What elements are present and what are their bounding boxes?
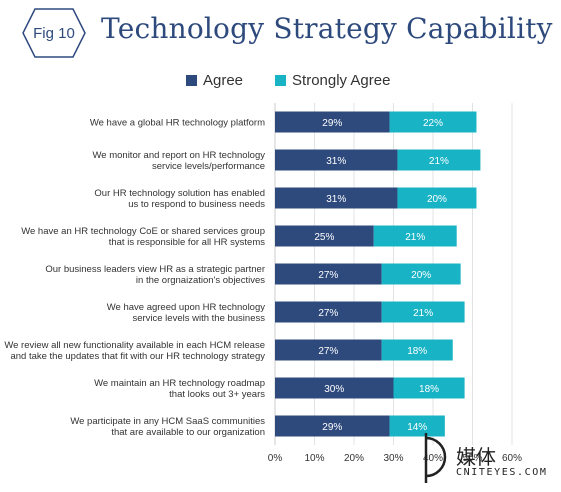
- category-label: Our HR technology solution has enabled us…: [94, 188, 265, 210]
- watermark-text: 媒体: [456, 445, 496, 469]
- data-label: 18%: [407, 346, 427, 357]
- x-tick-label: 50%: [462, 453, 482, 464]
- chart-legend: Agree Strongly Agree: [186, 72, 422, 89]
- data-label: 27%: [318, 346, 338, 357]
- legend-label-strongly-agree: Strongly Agree: [292, 72, 391, 89]
- x-tick-label: 30%: [383, 453, 403, 464]
- bar-agree: [275, 263, 382, 285]
- legend-swatch-strongly-agree: [275, 75, 287, 86]
- data-label: 27%: [318, 270, 338, 281]
- x-tick-label: 10%: [304, 453, 324, 464]
- figure-badge-label: Fig 10: [33, 25, 75, 42]
- watermark-subtext: CNITEYES.COM: [456, 467, 548, 478]
- chart-title: Technology Strategy Capability: [101, 12, 553, 45]
- bar-agree: [275, 225, 374, 247]
- legend-label-agree: Agree: [203, 72, 244, 89]
- data-label: 14%: [407, 422, 427, 433]
- bar-strongly-agree: [381, 301, 465, 323]
- data-label: 29%: [322, 118, 342, 129]
- x-tick-label: 0%: [268, 453, 283, 464]
- bar-strongly-agree: [373, 225, 457, 247]
- data-label: 21%: [405, 232, 425, 243]
- data-label: 31%: [326, 156, 346, 167]
- figure-badge: Fig 10: [22, 8, 86, 63]
- category-label: We have an HR technology CoE or shared s…: [21, 226, 265, 248]
- legend-swatch-agree: [186, 75, 197, 86]
- data-label: 29%: [322, 422, 342, 433]
- bar-agree: [275, 415, 390, 437]
- watermark: 媒体 CNITEYES.COM: [412, 430, 552, 485]
- bar-agree: [275, 301, 382, 323]
- bar-strongly-agree: [389, 111, 477, 133]
- watermark-logo-icon: [424, 433, 447, 483]
- bar-strongly-agree: [389, 415, 445, 437]
- bar-agree: [275, 149, 398, 171]
- category-label: We monitor and report on HR technology se…: [93, 150, 266, 172]
- legend-item-agree: Agree: [186, 72, 243, 89]
- data-label: 30%: [324, 384, 344, 395]
- data-label: 20%: [427, 194, 447, 205]
- x-tick-label: 20%: [344, 453, 364, 464]
- data-label: 20%: [411, 270, 431, 281]
- bar-agree: [275, 377, 394, 399]
- x-tick-label: 40%: [423, 453, 443, 464]
- bar-strongly-agree: [397, 149, 481, 171]
- data-label: 18%: [419, 384, 439, 395]
- bar-strongly-agree: [393, 377, 465, 399]
- data-label: 21%: [413, 308, 433, 319]
- data-label: 27%: [318, 308, 338, 319]
- data-label: 25%: [314, 232, 334, 243]
- legend-item-strongly-agree: Strongly Agree: [275, 72, 390, 89]
- category-label: We participate in any HCM SaaS communiti…: [70, 416, 265, 438]
- bar-agree: [275, 187, 398, 209]
- bar-strongly-agree: [381, 339, 453, 361]
- category-label: We have agreed upon HR technology service…: [107, 302, 266, 324]
- data-label: 31%: [326, 194, 346, 205]
- bar-agree: [275, 111, 390, 133]
- data-label: 21%: [429, 156, 449, 167]
- data-label: 22%: [423, 118, 443, 129]
- category-label: We have a global HR technology platform: [90, 118, 265, 129]
- bar-agree: [275, 339, 382, 361]
- category-label: Our business leaders view HR as a strate…: [45, 264, 265, 286]
- bar-strongly-agree: [397, 187, 477, 209]
- x-tick-label: 60%: [502, 453, 522, 464]
- bar-strongly-agree: [381, 263, 461, 285]
- category-label: We maintain an HR technology roadmap that…: [94, 378, 265, 400]
- category-label: We review all new functionality availabl…: [4, 340, 265, 362]
